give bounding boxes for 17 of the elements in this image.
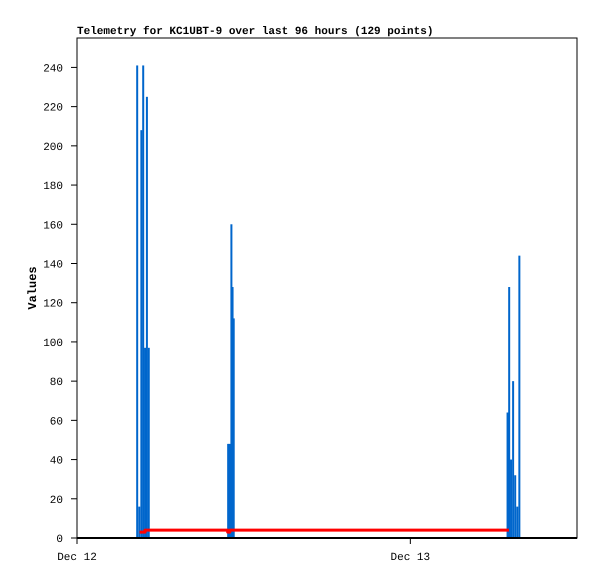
y-tick-label: 20 [50,494,63,507]
y-tick-label: 80 [50,377,63,390]
y-axis-title: Values [26,266,40,310]
y-tick-label: 120 [43,298,63,311]
y-tick-label: 220 [43,102,63,115]
y-tick-label: 140 [43,259,63,272]
y-tick-label: 160 [43,220,63,232]
x-tick-label: Dec 12 [57,552,97,564]
y-tick-label: 180 [43,181,63,194]
x-tick-label: Dec 13 [390,552,430,564]
y-tick-label: 0 [56,534,63,546]
y-tick-label: 100 [43,338,63,350]
chart-title: Telemetry for KC1UBT-9 over last 96 hours (129 points) [77,25,434,38]
y-tick-label: 240 [43,63,63,76]
y-tick-label: 60 [50,416,63,428]
y-tick-label: 40 [50,456,63,468]
y-tick-label: 200 [43,142,63,154]
